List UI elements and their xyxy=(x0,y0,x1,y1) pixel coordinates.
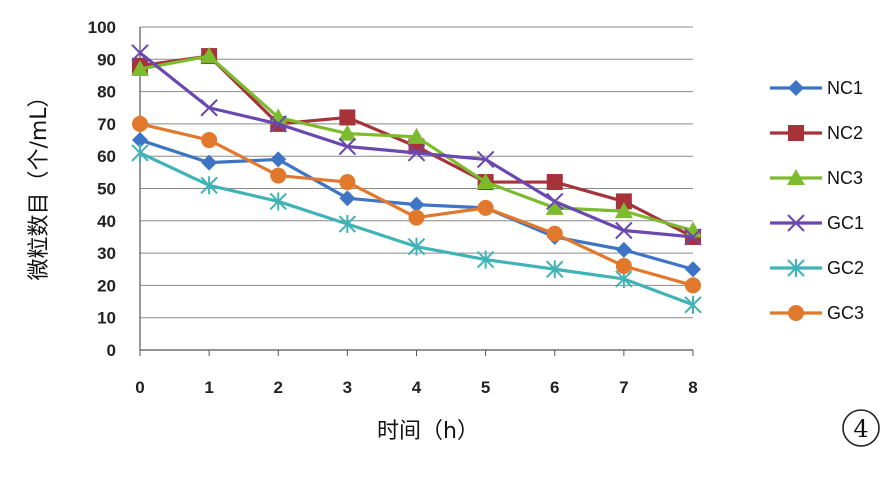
data-point xyxy=(338,124,357,141)
legend-item: NC1 xyxy=(770,78,863,98)
y-tick-label: 100 xyxy=(88,18,116,37)
data-point xyxy=(269,115,287,133)
axes: 0 10 20 30 40 50 60 70 80 90 100 0 1 2 3 4 5 6 7 8 xyxy=(88,18,698,397)
data-point xyxy=(684,295,702,314)
y-axis-title: 微粒数目（个/mL） xyxy=(27,85,52,280)
data-point xyxy=(131,59,149,76)
badge-circle xyxy=(842,409,880,447)
y-tick-label: 40 xyxy=(97,212,116,231)
y-tick-label: 80 xyxy=(97,83,116,102)
data-point xyxy=(476,150,495,169)
x-tick-label: 1 xyxy=(204,378,213,397)
series-gc3 xyxy=(132,115,701,294)
legend-marker xyxy=(787,169,805,185)
y-tick-label: 0 xyxy=(107,341,116,360)
legend-label: NC3 xyxy=(827,168,863,188)
x-axis-title: 时间（h） xyxy=(377,419,479,444)
series-lines xyxy=(131,44,702,314)
data-point xyxy=(685,277,701,294)
x-tick-label: 7 xyxy=(619,378,628,397)
data-point xyxy=(339,109,356,126)
data-point xyxy=(338,215,357,234)
data-point xyxy=(407,237,426,256)
series-gc2 xyxy=(131,143,702,314)
series-gc1 xyxy=(131,44,702,246)
legend-item: NC3 xyxy=(770,168,863,188)
legend-marker xyxy=(788,125,804,141)
x-tick-label: 3 xyxy=(343,378,352,397)
legend-item: NC2 xyxy=(770,123,863,143)
data-point xyxy=(270,151,287,168)
legend-label: GC1 xyxy=(827,213,864,233)
badge-number: 4 xyxy=(853,415,868,443)
data-point xyxy=(615,221,633,240)
data-point xyxy=(546,225,563,242)
data-point xyxy=(131,143,149,162)
data-point xyxy=(200,99,218,117)
data-point xyxy=(476,173,495,190)
data-point xyxy=(684,228,702,246)
legend-marker xyxy=(788,80,804,96)
x-tick-label: 6 xyxy=(550,378,559,397)
y-tick-label: 60 xyxy=(97,147,116,166)
y-tick-label: 90 xyxy=(97,50,116,69)
data-point xyxy=(407,127,426,144)
data-point xyxy=(685,261,701,278)
legend-label: NC1 xyxy=(827,78,863,98)
data-point xyxy=(408,196,425,213)
legend: NC1 NC2 NC3 GC1 GC2 GC3 xyxy=(770,78,864,323)
data-point xyxy=(132,115,148,132)
legend-label: GC2 xyxy=(827,258,864,278)
grid-lines xyxy=(140,26,693,319)
x-tick-label: 8 xyxy=(688,378,697,397)
legend-item: GC2 xyxy=(770,258,864,278)
data-point xyxy=(339,174,356,191)
data-point xyxy=(545,198,564,215)
legend-marker xyxy=(787,214,805,232)
legend-marker xyxy=(787,259,805,277)
data-point xyxy=(132,132,148,149)
legend-marker xyxy=(788,305,804,321)
x-tick-label: 4 xyxy=(412,378,422,397)
legend-label: GC3 xyxy=(827,303,864,323)
data-point xyxy=(201,154,218,171)
data-point xyxy=(270,167,287,184)
data-point xyxy=(476,250,495,269)
data-point xyxy=(201,132,218,149)
data-point xyxy=(408,209,425,226)
series-line xyxy=(139,151,694,307)
figure-number-badge: 4 xyxy=(842,409,880,447)
y-tick-label: 30 xyxy=(97,244,116,263)
data-point xyxy=(338,137,357,156)
data-point xyxy=(339,190,356,207)
data-point xyxy=(477,199,494,216)
data-point xyxy=(546,174,563,191)
legend-item: GC3 xyxy=(770,303,864,323)
series-nc3 xyxy=(131,47,702,238)
data-point xyxy=(615,241,632,258)
data-point xyxy=(615,193,632,210)
data-point xyxy=(546,192,564,211)
data-point xyxy=(615,258,632,275)
data-point xyxy=(200,176,218,195)
data-point xyxy=(131,44,149,62)
y-tick-label: 50 xyxy=(97,180,116,199)
y-tick-label: 20 xyxy=(97,276,116,295)
data-point xyxy=(407,144,426,162)
x-tick-label: 5 xyxy=(481,378,490,397)
data-point xyxy=(614,202,633,219)
data-point xyxy=(200,47,219,64)
x-tick-label: 2 xyxy=(274,378,283,397)
data-point xyxy=(546,260,564,279)
legend-label: NC2 xyxy=(827,123,863,143)
y-tick-label: 10 xyxy=(97,309,116,328)
y-tick-label: 70 xyxy=(97,115,116,134)
data-point xyxy=(269,192,287,211)
x-tick-label: 0 xyxy=(135,378,144,397)
legend-item: GC1 xyxy=(770,213,864,233)
